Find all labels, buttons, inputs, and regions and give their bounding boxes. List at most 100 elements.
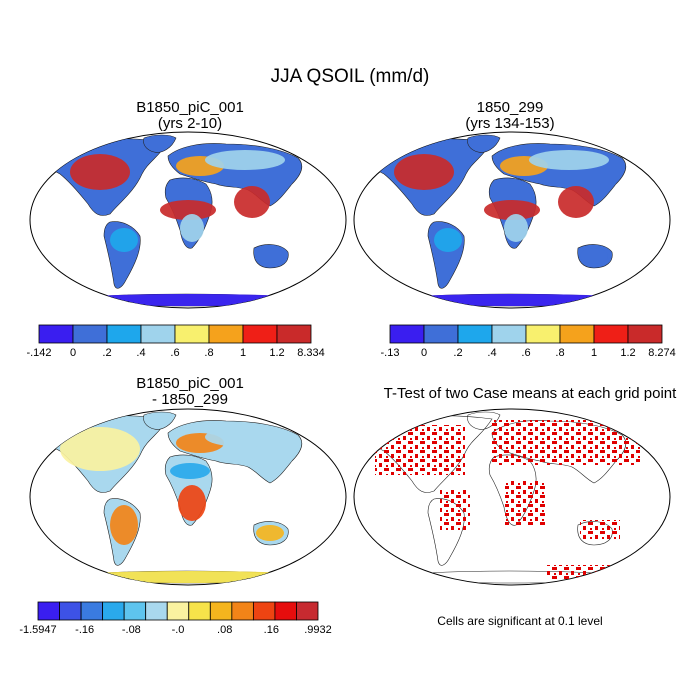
colorbar-2: -.13 0 .2 .4 .6 .8 1 1.2 8.274 <box>381 324 676 359</box>
colorbar-3-label-4: .08 <box>217 624 232 636</box>
colorbar-1-label-7: 1.2 <box>269 347 284 359</box>
significance-note: Cells are significant at 0.1 level <box>437 614 603 628</box>
colorbar-3-label-5: .16 <box>264 624 279 636</box>
colorbar-2-label-5: .8 <box>555 347 564 359</box>
colorbar-1-label-2: .2 <box>102 347 111 359</box>
colorbar-3-swatch-0 <box>37 601 60 621</box>
sig-cells-europe-asia <box>490 420 640 465</box>
colorbar-1-label-1: 0 <box>70 347 76 359</box>
region-sahara <box>170 463 210 479</box>
colorbar-3-swatch-7 <box>188 601 211 621</box>
colorbar-2-swatch-5 <box>559 324 595 344</box>
colorbar-1-label-4: .6 <box>170 347 179 359</box>
region-north-america <box>60 427 140 471</box>
colorbar-3-label-2: -.08 <box>122 624 141 636</box>
colorbar-2-swatch-1 <box>423 324 459 344</box>
colorbar-2-label-1: 0 <box>421 347 427 359</box>
region-eastern-us <box>70 154 130 190</box>
panel-2-title: 1850_299 <box>476 99 544 116</box>
colorbar-1-swatch-1 <box>72 324 108 344</box>
region-antarctica <box>384 294 644 306</box>
colorbar-3-swatch-12 <box>296 601 319 621</box>
region-eastern-us <box>394 154 454 190</box>
colorbar-2-swatch-0 <box>389 324 425 344</box>
colorbar-3-swatch-2 <box>80 601 104 621</box>
colorbar-3-swatch-5 <box>145 601 168 621</box>
panel-2-subtitle: (yrs 134-153) <box>465 115 555 132</box>
colorbar-3-swatch-3 <box>102 601 125 621</box>
colorbar-2-label-2: .2 <box>453 347 462 359</box>
colorbar-2-swatch-7 <box>627 324 663 344</box>
colorbar-1-swatch-5 <box>208 324 244 344</box>
region-south-asia <box>234 186 270 218</box>
region-sahel <box>160 200 216 220</box>
colorbar-1-swatch-7 <box>276 324 312 344</box>
colorbar-1-label-0: -.142 <box>26 347 51 359</box>
region-south-america <box>110 505 138 545</box>
sig-cells-north-america <box>375 425 465 475</box>
colorbar-3-swatch-11 <box>274 601 297 621</box>
colorbar-2-swatch-2 <box>457 324 493 344</box>
colorbar-1-label-8: 8.334 <box>297 347 325 359</box>
colorbar-1-label-3: .4 <box>136 347 145 359</box>
region-central-africa <box>504 214 528 242</box>
colorbar-2-label-8: 8.274 <box>648 347 676 359</box>
region-south-asia <box>558 186 594 218</box>
region-africa <box>178 485 206 521</box>
panel-1-map <box>29 131 347 309</box>
colorbar-3-label-6: .9932 <box>304 624 332 636</box>
colorbar-2-label-4: .6 <box>521 347 530 359</box>
region-siberia <box>205 150 285 170</box>
region-antarctica <box>60 571 320 583</box>
panel-3-title: B1850_piC_001 <box>136 375 244 392</box>
colorbar-1-label-5: .8 <box>204 347 213 359</box>
colorbar-3-swatch-6 <box>166 601 190 621</box>
region-siberia <box>529 150 609 170</box>
colorbar-1-swatch-3 <box>140 324 176 344</box>
colorbar-1-swatch-0 <box>38 324 74 344</box>
colorbar-1: -.142 0 .2 .4 .6 .8 1 1.2 8.334 <box>26 324 325 359</box>
colorbar-3: -1.5947 -.16 -.08 -.0 .08 .16 .9932 <box>19 601 332 636</box>
colorbar-1-swatch-4 <box>174 324 210 344</box>
panel-2-regions <box>384 150 644 306</box>
colorbar-1-label-6: 1 <box>240 347 246 359</box>
colorbar-2-swatch-4 <box>525 324 561 344</box>
panel-1-subtitle: (yrs 2-10) <box>157 115 223 132</box>
region-australia <box>256 248 284 264</box>
panel-4-title: T-Test of two Case means at each grid po… <box>383 385 677 402</box>
colorbar-1-swatch-2 <box>106 324 142 344</box>
colorbar-2-label-3: .4 <box>487 347 496 359</box>
sig-cells-south-america <box>440 490 470 530</box>
region-siberia <box>205 427 285 447</box>
main-title: JJA QSOIL (mm/d) <box>270 66 430 87</box>
region-antarctica <box>60 294 320 306</box>
region-australia <box>580 248 608 264</box>
panel-4-map <box>353 408 671 586</box>
colorbar-2-swatch-6 <box>593 324 629 344</box>
panel-2-map <box>353 131 671 309</box>
colorbar-3-label-0: -1.5947 <box>19 624 56 636</box>
region-amazon <box>434 228 462 252</box>
colorbar-3-swatch-8 <box>209 601 233 621</box>
panel-1-title: B1850_piC_001 <box>136 99 244 116</box>
colorbar-2-swatch-3 <box>491 324 527 344</box>
colorbar-3-swatch-10 <box>252 601 276 621</box>
colorbar-3-label-3: -.0 <box>172 624 185 636</box>
sig-cells-australia <box>580 520 620 540</box>
panel-3-map <box>29 408 347 586</box>
colorbar-3-swatch-9 <box>231 601 254 621</box>
colorbar-1-swatch-6 <box>242 324 278 344</box>
region-sahel <box>484 200 540 220</box>
panel-3-subtitle: - 1850_299 <box>152 391 228 408</box>
colorbar-3-swatch-1 <box>59 601 82 621</box>
sig-cells-antarctica <box>545 565 630 579</box>
region-central-africa <box>180 214 204 242</box>
sig-cells-africa <box>505 480 545 525</box>
colorbar-3-label-1: -.16 <box>75 624 94 636</box>
colorbar-2-label-0: -.13 <box>381 347 400 359</box>
region-australia <box>256 525 284 541</box>
colorbar-3-swatch-4 <box>123 601 147 621</box>
colorbar-2-label-7: 1.2 <box>620 347 635 359</box>
region-amazon <box>110 228 138 252</box>
